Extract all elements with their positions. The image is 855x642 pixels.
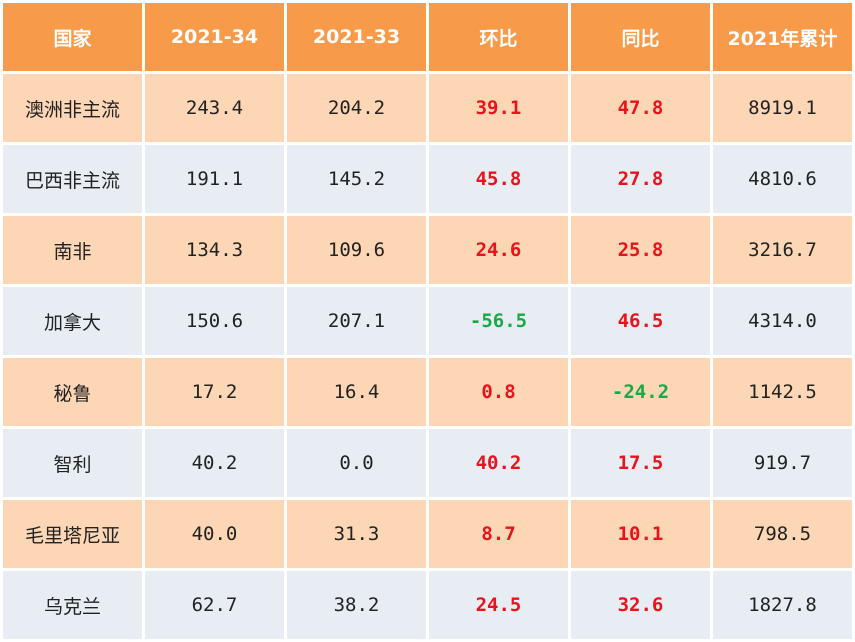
yoy-cell: 17.5 [571,429,710,497]
yoy-cell: 27.8 [571,145,710,213]
country-cell: 智利 [3,429,142,497]
table-row: 毛里塔尼亚 40.0 31.3 8.7 10.1 798.5 [3,500,852,568]
column-header-country: 国家 [3,3,142,71]
wow-cell: 24.6 [429,216,568,284]
table-row: 秘鲁 17.2 16.4 0.8 -24.2 1142.5 [3,358,852,426]
country-cell: 澳洲非主流 [3,74,142,142]
country-cell: 加拿大 [3,287,142,355]
header-row: 国家 2021-34 2021-33 环比 同比 2021年累计 [3,3,852,71]
ytd-cell: 1142.5 [713,358,852,426]
week-34-cell: 40.2 [145,429,284,497]
ytd-cell: 798.5 [713,500,852,568]
yoy-cell: 32.6 [571,571,710,639]
week-34-cell: 191.1 [145,145,284,213]
wow-cell: 45.8 [429,145,568,213]
ytd-cell: 919.7 [713,429,852,497]
week-34-cell: 150.6 [145,287,284,355]
table-row: 智利 40.2 0.0 40.2 17.5 919.7 [3,429,852,497]
week-34-cell: 243.4 [145,74,284,142]
yoy-cell: 46.5 [571,287,710,355]
week-33-cell: 0.0 [287,429,426,497]
wow-cell: 0.8 [429,358,568,426]
week-33-cell: 38.2 [287,571,426,639]
yoy-cell: 25.8 [571,216,710,284]
table-row: 加拿大 150.6 207.1 -56.5 46.5 4314.0 [3,287,852,355]
week-34-cell: 134.3 [145,216,284,284]
week-34-cell: 62.7 [145,571,284,639]
column-header-ytd: 2021年累计 [713,3,852,71]
ytd-cell: 4314.0 [713,287,852,355]
wow-cell: 40.2 [429,429,568,497]
column-header-week-33: 2021-33 [287,3,426,71]
week-33-cell: 16.4 [287,358,426,426]
table-body: 澳洲非主流 243.4 204.2 39.1 47.8 8919.1 巴西非主流 191.1 1… [3,74,852,639]
ytd-cell: 3216.7 [713,216,852,284]
ytd-cell: 4810.6 [713,145,852,213]
table-row: 南非 134.3 109.6 24.6 25.8 3216.7 [3,216,852,284]
wow-cell: 8.7 [429,500,568,568]
table-row: 乌克兰 62.7 38.2 24.5 32.6 1827.8 [3,571,852,639]
wow-cell: 39.1 [429,74,568,142]
column-header-week-34: 2021-34 [145,3,284,71]
country-cell: 巴西非主流 [3,145,142,213]
week-33-cell: 109.6 [287,216,426,284]
ytd-cell: 1827.8 [713,571,852,639]
week-33-cell: 204.2 [287,74,426,142]
country-cell: 毛里塔尼亚 [3,500,142,568]
week-33-cell: 145.2 [287,145,426,213]
wow-cell: -56.5 [429,287,568,355]
column-header-wow: 环比 [429,3,568,71]
week-33-cell: 31.3 [287,500,426,568]
wow-cell: 24.5 [429,571,568,639]
table-row: 澳洲非主流 243.4 204.2 39.1 47.8 8919.1 [3,74,852,142]
yoy-cell: 47.8 [571,74,710,142]
week-33-cell: 207.1 [287,287,426,355]
week-34-cell: 17.2 [145,358,284,426]
country-cell: 乌克兰 [3,571,142,639]
table-row: 巴西非主流 191.1 145.2 45.8 27.8 4810.6 [3,145,852,213]
column-header-yoy: 同比 [571,3,710,71]
week-34-cell: 40.0 [145,500,284,568]
yoy-cell: 10.1 [571,500,710,568]
country-cell: 秘鲁 [3,358,142,426]
ytd-cell: 8919.1 [713,74,852,142]
yoy-cell: -24.2 [571,358,710,426]
country-cell: 南非 [3,216,142,284]
